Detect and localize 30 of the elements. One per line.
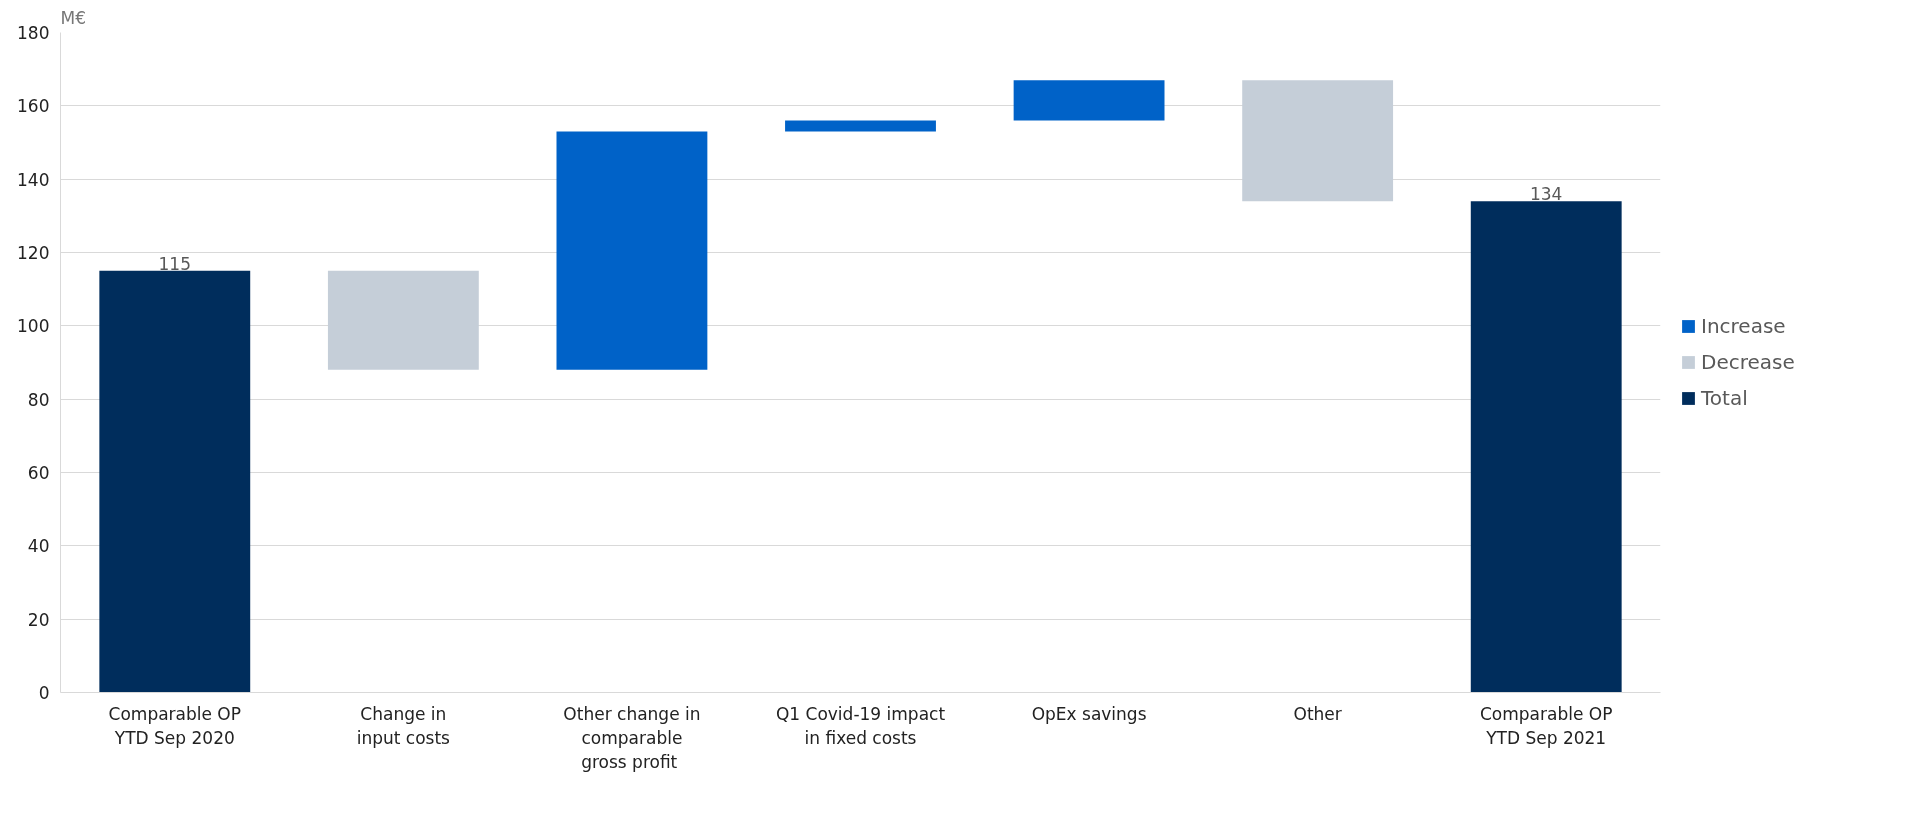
bar [556,131,708,370]
data-label: 115 [158,253,192,274]
y-tick-label: 40 [27,536,50,557]
x-tick-label: Comparable OP YTD Sep 2021 [1479,703,1613,748]
y-tick-label: 140 [17,169,50,190]
y-tick-label: 100 [17,316,50,337]
legend-label: Increase [1701,314,1786,338]
x-tick-label: Change in input costs [356,703,451,748]
legend-label: Total [1701,386,1748,410]
x-tick-label: Comparable OP YTD Sep 2020 [108,703,242,748]
y-tick-label: 60 [27,463,50,483]
y-tick-label: 0 [38,683,50,703]
data-label: 134 [1529,184,1563,205]
x-tick-label: Q1 Covid-19 impact in fixed costs [775,703,946,748]
legend-label: Decrease [1701,350,1795,374]
bar [327,270,479,370]
y-tick-label: 160 [17,96,50,117]
y-tick-label: 80 [27,389,50,410]
bar [1470,201,1622,693]
bar [99,270,251,693]
x-tick-label: Other change in comparable gross profit [563,703,701,772]
bar [785,120,936,132]
x-tick-label: OpEx savings [1031,703,1147,724]
y-tick-label: 120 [17,243,50,263]
bar [1013,80,1165,121]
x-tick-label: Other [1293,703,1342,724]
bar [1242,80,1394,202]
y-tick-label: 20 [27,609,50,630]
y-axis-title: M€ [60,7,86,28]
y-tick-label: 180 [17,23,50,43]
